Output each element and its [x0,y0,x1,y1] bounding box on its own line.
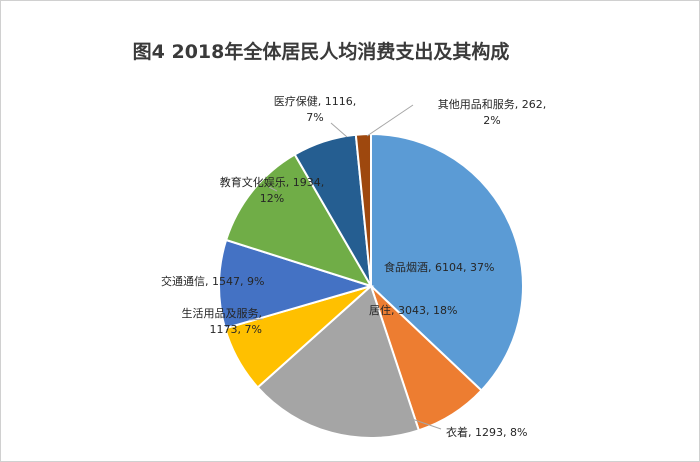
label-healthcare: 医疗保健, 1116, 7% [273,95,357,124]
pie-slice-transport [218,238,375,330]
leader-household [248,318,264,321]
pie-slice-other [354,132,372,287]
label-household: 生活用品及服务, 1173, 7% [181,307,263,336]
leader-clothing [408,417,442,430]
label-education: 教育文化娱乐, 1934, 12% [219,176,325,205]
leader-education [268,186,278,192]
label-housing: 居住, 3043, 18% [369,304,458,317]
leader-healthcare [330,122,348,138]
pie-slice-housing [256,284,421,439]
label-clothing: 衣着, 1293, 8% [446,426,528,439]
label-food: 食品烟酒, 6104, 37% [384,261,495,274]
chart-title: 图4 2018年全体居民人均消费支出及其构成 [132,41,510,63]
label-transport: 交通通信, 1547, 9% [161,275,265,288]
leader-other [366,104,414,137]
label-other: 其他用品和服务, 262, 2% [437,98,547,127]
pie-slice-food [370,132,524,392]
pie-slice-education [224,153,374,288]
